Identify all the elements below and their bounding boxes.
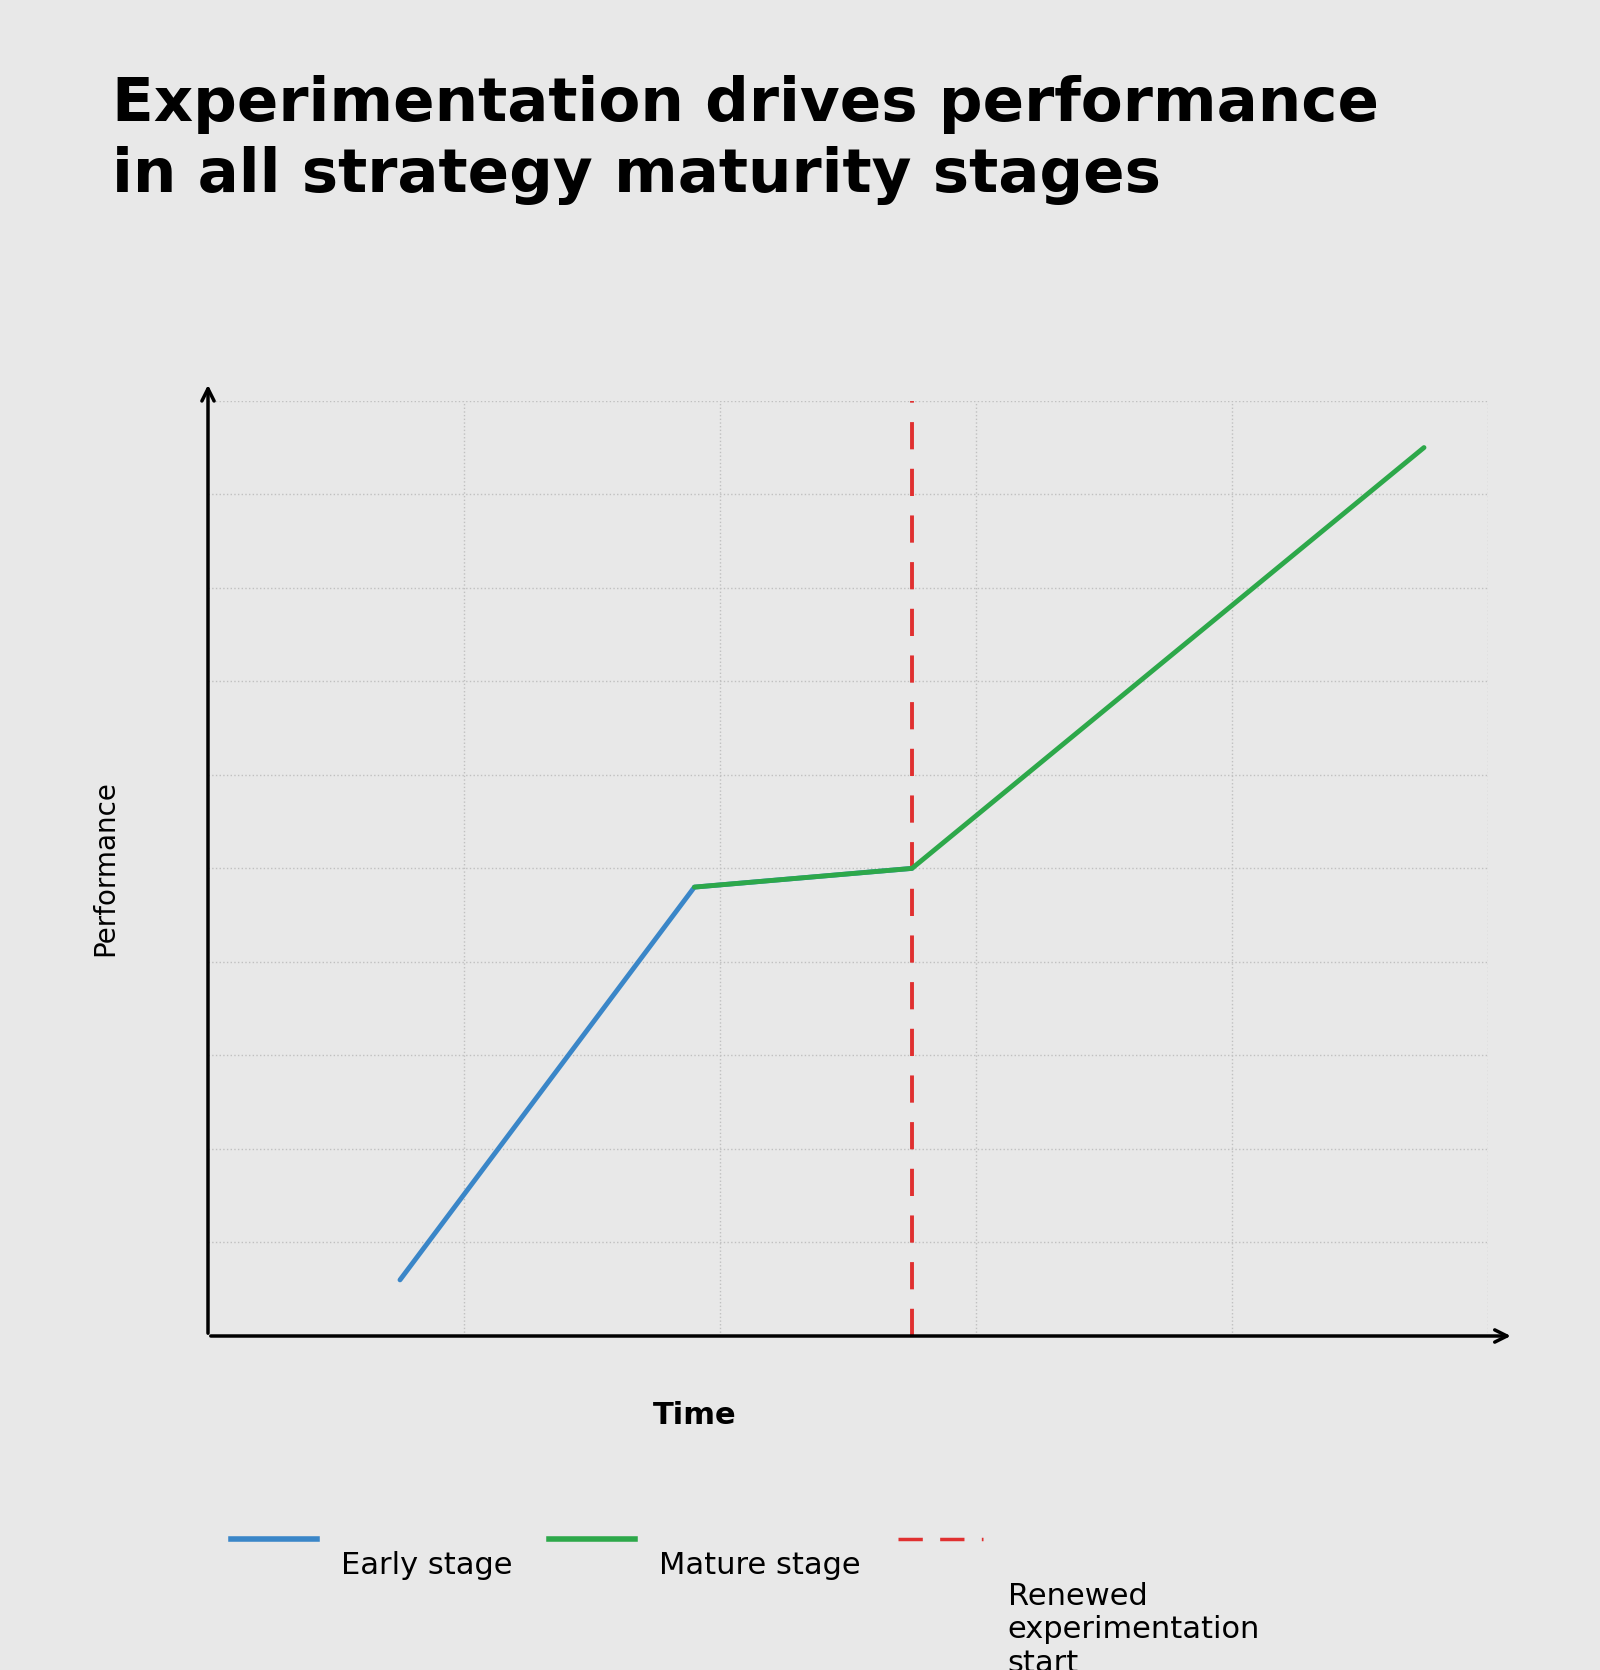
Text: Experimentation drives performance
in all strategy maturity stages: Experimentation drives performance in al…: [112, 75, 1379, 205]
Legend: Early stage, Mature stage, Renewed
experimentation
start: Early stage, Mature stage, Renewed exper…: [230, 1491, 1261, 1588]
Text: Time: Time: [653, 1401, 736, 1431]
Text: Performance: Performance: [91, 780, 120, 957]
